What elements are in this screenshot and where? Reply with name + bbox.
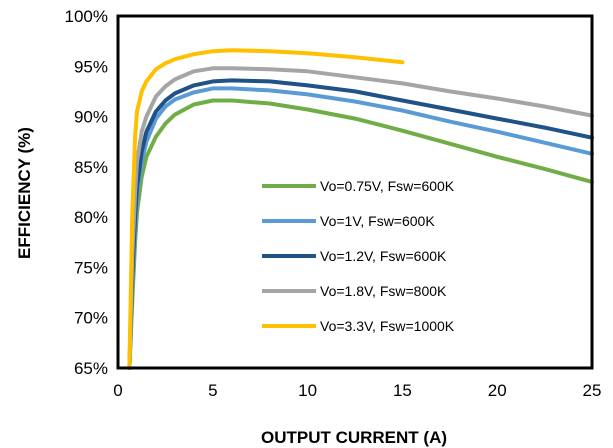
y-tick-label: 65% [74, 359, 108, 378]
y-tick-label: 75% [74, 258, 108, 277]
x-tick-label: 15 [393, 381, 412, 400]
legend-label: Vo=1.8V, Fsw=800K [320, 283, 447, 299]
x-tick-label: 5 [208, 381, 217, 400]
y-tick-label: 100% [65, 7, 108, 26]
series-lines [127, 48, 594, 370]
x-tick-label: 0 [113, 381, 122, 400]
y-tick-label: 90% [74, 108, 108, 127]
legend: Vo=0.75V, Fsw=600K Vo=1V, Fsw=600K Vo=1.2V… [262, 178, 455, 334]
legend-label: Vo=3.3V, Fsw=1000K [320, 318, 455, 334]
x-tick-label: 20 [488, 381, 507, 400]
x-tick-label: 10 [298, 381, 317, 400]
series-line-3 [127, 66, 594, 370]
y-axis-title: EFFICIENCY (%) [15, 127, 34, 259]
legend-label: Vo=0.75V, Fsw=600K [320, 178, 455, 194]
x-tick-label: 25 [583, 381, 602, 400]
y-tick-label: 70% [74, 309, 108, 328]
y-tick-label: 80% [74, 208, 108, 227]
y-tick-label: 95% [74, 57, 108, 76]
y-tick-label: 85% [74, 158, 108, 177]
x-axis-title: OUTPUT CURRENT (A) [261, 428, 447, 447]
plot-frame [116, 14, 594, 370]
x-axis-ticks: 0 5 10 15 20 25 [113, 381, 601, 400]
series-line-4 [127, 48, 405, 370]
legend-label: Vo=1V, Fsw=600K [320, 213, 435, 229]
legend-label: Vo=1.2V, Fsw=600K [320, 248, 447, 264]
y-axis-ticks: 65% 70% 75% 80% 85% 90% 95% 100% [65, 7, 108, 378]
